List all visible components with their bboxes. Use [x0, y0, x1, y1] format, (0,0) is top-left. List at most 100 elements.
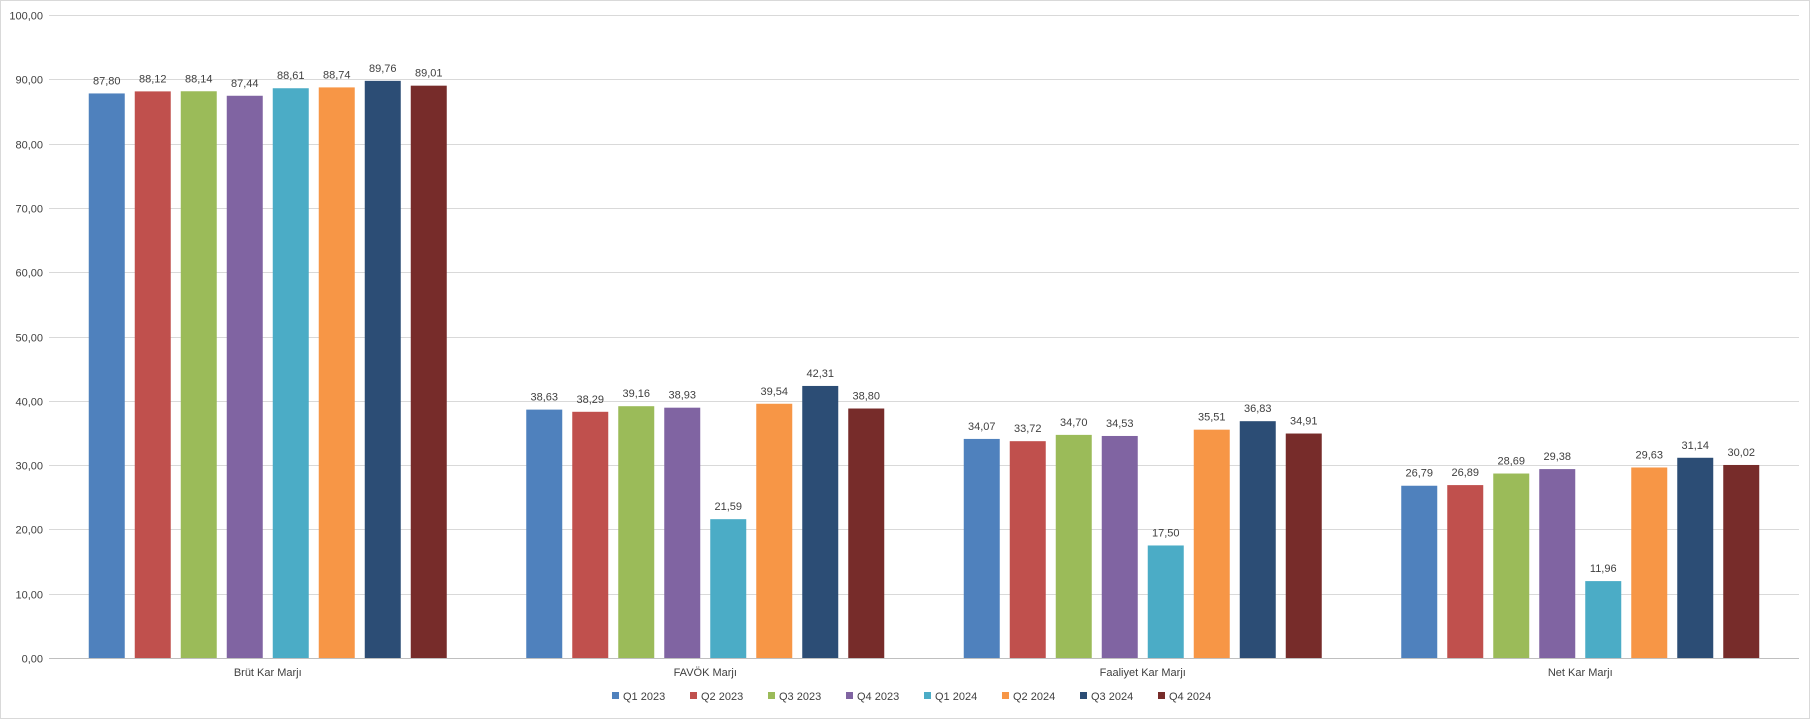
- bar: [226, 95, 263, 658]
- legend-swatch: [1002, 692, 1009, 699]
- bar: [88, 93, 125, 659]
- bar: [1493, 473, 1530, 658]
- bar: [1055, 434, 1092, 658]
- legend-label: Q1 2023: [623, 691, 665, 703]
- bar: [318, 87, 355, 659]
- legend-swatch: [612, 692, 619, 699]
- data-label: 87,80: [93, 75, 121, 87]
- data-label: 11,96: [1590, 563, 1617, 575]
- category-label: FAVÖK Marjı: [674, 667, 737, 679]
- data-label: 88,14: [185, 73, 213, 85]
- data-label: 88,61: [277, 70, 305, 82]
- y-tick-label: 10,00: [15, 590, 43, 602]
- category-label: Net Kar Marjı: [1548, 667, 1613, 679]
- y-tick-label: 80,00: [15, 140, 43, 152]
- data-label: 88,12: [139, 73, 167, 85]
- data-label: 87,44: [231, 78, 259, 90]
- data-label: 88,74: [323, 69, 351, 81]
- data-label: 38,29: [576, 394, 604, 406]
- y-tick-label: 0,00: [22, 654, 43, 666]
- bar: [710, 519, 747, 658]
- data-label: 34,91: [1290, 416, 1318, 428]
- y-tick-label: 100,00: [9, 11, 43, 23]
- data-label: 39,16: [622, 388, 650, 400]
- legend-swatch: [846, 692, 853, 699]
- legend: Q1 2023 Q2 2023 Q3 2023 Q4 2023 Q1 2024 Q2 20…: [612, 691, 1211, 703]
- category-label: Faaliyet Kar Marjı: [1100, 667, 1186, 679]
- data-label: 35,51: [1198, 412, 1226, 424]
- legend-swatch: [1158, 692, 1165, 699]
- y-tick-label: 30,00: [15, 461, 43, 473]
- bar: [272, 88, 309, 659]
- y-tick-label: 70,00: [15, 204, 43, 216]
- data-label: 38,80: [852, 391, 880, 403]
- bar: [1631, 467, 1668, 658]
- bar: [1539, 469, 1576, 658]
- bar: [526, 409, 563, 658]
- gridlines: [49, 15, 1799, 659]
- bar: [410, 85, 447, 658]
- bar: [1101, 435, 1138, 658]
- data-label: 38,63: [530, 392, 558, 404]
- legend-swatch: [768, 692, 775, 699]
- bar: [618, 406, 655, 658]
- data-label: 34,07: [968, 421, 996, 433]
- legend-label: Q3 2023: [779, 691, 821, 703]
- legend-label: Q4 2024: [1169, 691, 1211, 703]
- y-axis-ticks: 0,00 10,00 20,00 30,00 40,00 50,00 60,00 70,00 8…: [9, 11, 43, 666]
- bar: [364, 80, 401, 658]
- bar: [1285, 433, 1322, 658]
- bars: [88, 80, 1760, 659]
- data-label: 17,50: [1152, 527, 1180, 539]
- bar: [572, 411, 609, 658]
- data-label: 38,93: [668, 390, 696, 402]
- data-labels: 87,80 88,12 88,14 87,44 88,61 88,74 89,76 89,01…: [93, 63, 1755, 575]
- data-label: 89,01: [415, 68, 443, 80]
- bar: [180, 91, 217, 658]
- y-tick-label: 20,00: [15, 525, 43, 537]
- y-tick-label: 90,00: [15, 75, 43, 87]
- bar: [1009, 441, 1046, 658]
- data-label: 34,70: [1060, 417, 1088, 429]
- data-label: 28,69: [1497, 456, 1525, 468]
- data-label: 31,14: [1681, 440, 1709, 452]
- bar: [1585, 581, 1622, 658]
- data-label: 39,54: [760, 386, 788, 398]
- data-label: 36,83: [1244, 403, 1272, 415]
- x-axis-categories: Brüt Kar Marjı FAVÖK Marjı Faaliyet Kar Ma…: [234, 667, 1613, 679]
- data-label: 42,31: [806, 368, 834, 380]
- bar: [1447, 485, 1484, 658]
- bar: [963, 438, 1000, 658]
- bar: [802, 385, 839, 658]
- data-label: 89,76: [369, 63, 397, 75]
- bar: [134, 91, 171, 658]
- legend-label: Q4 2023: [857, 691, 899, 703]
- bar: [1239, 421, 1276, 658]
- data-label: 33,72: [1014, 423, 1042, 435]
- data-label: 29,38: [1543, 451, 1571, 463]
- bar: [1677, 457, 1714, 658]
- data-label: 21,59: [714, 501, 742, 513]
- bar: [1401, 485, 1438, 658]
- data-label: 34,53: [1106, 418, 1134, 430]
- legend-swatch: [690, 692, 697, 699]
- legend-label: Q2 2024: [1013, 691, 1055, 703]
- data-label: 30,02: [1727, 447, 1755, 459]
- legend-swatch: [924, 692, 931, 699]
- bar: [664, 407, 701, 658]
- legend-label: Q1 2024: [935, 691, 977, 703]
- y-tick-label: 60,00: [15, 268, 43, 280]
- legend-swatch: [1080, 692, 1087, 699]
- y-tick-label: 40,00: [15, 397, 43, 409]
- bar: [1193, 429, 1230, 658]
- data-label: 26,79: [1405, 468, 1433, 480]
- bar: [756, 403, 793, 658]
- data-label: 29,63: [1635, 449, 1663, 461]
- legend-label: Q2 2023: [701, 691, 743, 703]
- legend-label: Q3 2024: [1091, 691, 1133, 703]
- data-label: 26,89: [1451, 467, 1479, 479]
- category-label: Brüt Kar Marjı: [234, 667, 302, 679]
- bar: [848, 408, 885, 658]
